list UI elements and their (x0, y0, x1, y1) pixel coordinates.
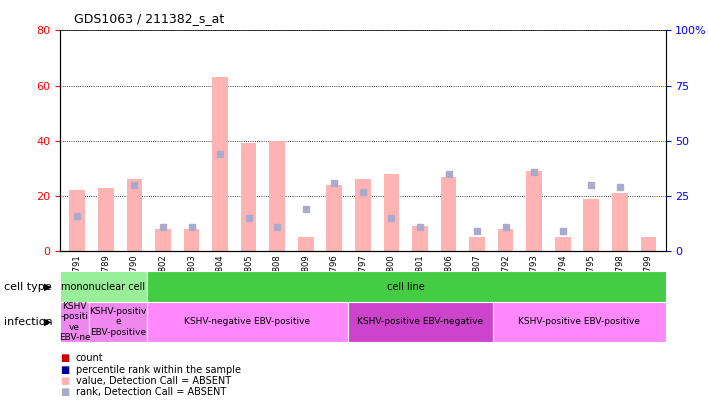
Text: ▶: ▶ (45, 281, 52, 292)
Text: ▶: ▶ (45, 317, 52, 327)
Bar (60, 302, 89, 342)
Bar (326, 185, 342, 251)
Bar (348, 302, 493, 342)
Bar (555, 237, 571, 251)
Bar (469, 237, 485, 251)
Bar (583, 199, 599, 251)
Text: KSHV-positive EBV-negative: KSHV-positive EBV-negative (358, 318, 484, 326)
Text: percentile rank within the sample: percentile rank within the sample (76, 365, 241, 375)
Text: ■: ■ (60, 354, 69, 363)
Text: cell line: cell line (387, 281, 425, 292)
Bar (241, 143, 256, 251)
Bar (155, 229, 171, 251)
Text: infection: infection (4, 317, 52, 327)
Bar (147, 302, 348, 342)
Bar (412, 226, 428, 251)
Text: ■: ■ (60, 365, 69, 375)
Bar (612, 193, 628, 251)
Text: KSHV-negative EBV-positive: KSHV-negative EBV-positive (185, 318, 311, 326)
Text: KSHV-positive EBV-positive: KSHV-positive EBV-positive (518, 318, 640, 326)
Bar (147, 271, 666, 302)
Text: cell type: cell type (4, 281, 51, 292)
Text: KSHV
-positi
ve
EBV-ne: KSHV -positi ve EBV-ne (59, 302, 91, 342)
Bar (269, 141, 285, 251)
Text: GDS1063 / 211382_s_at: GDS1063 / 211382_s_at (74, 12, 224, 25)
Text: rank, Detection Call = ABSENT: rank, Detection Call = ABSENT (76, 388, 226, 397)
Bar (98, 188, 114, 251)
Bar (355, 179, 371, 251)
Bar (127, 179, 142, 251)
Bar (493, 302, 666, 342)
Bar (440, 177, 457, 251)
Bar (183, 229, 200, 251)
Bar (212, 77, 228, 251)
Text: count: count (76, 354, 103, 363)
Bar (641, 237, 656, 251)
Text: mononuclear cell: mononuclear cell (62, 281, 145, 292)
Bar (526, 171, 542, 251)
Text: ■: ■ (60, 376, 69, 386)
Text: ■: ■ (60, 388, 69, 397)
Bar (384, 174, 399, 251)
Bar (69, 190, 85, 251)
Bar (298, 237, 314, 251)
Bar (60, 271, 147, 302)
Bar (89, 302, 147, 342)
Text: KSHV-positiv
e
EBV-positive: KSHV-positiv e EBV-positive (89, 307, 147, 337)
Bar (498, 229, 513, 251)
Text: value, Detection Call = ABSENT: value, Detection Call = ABSENT (76, 376, 231, 386)
